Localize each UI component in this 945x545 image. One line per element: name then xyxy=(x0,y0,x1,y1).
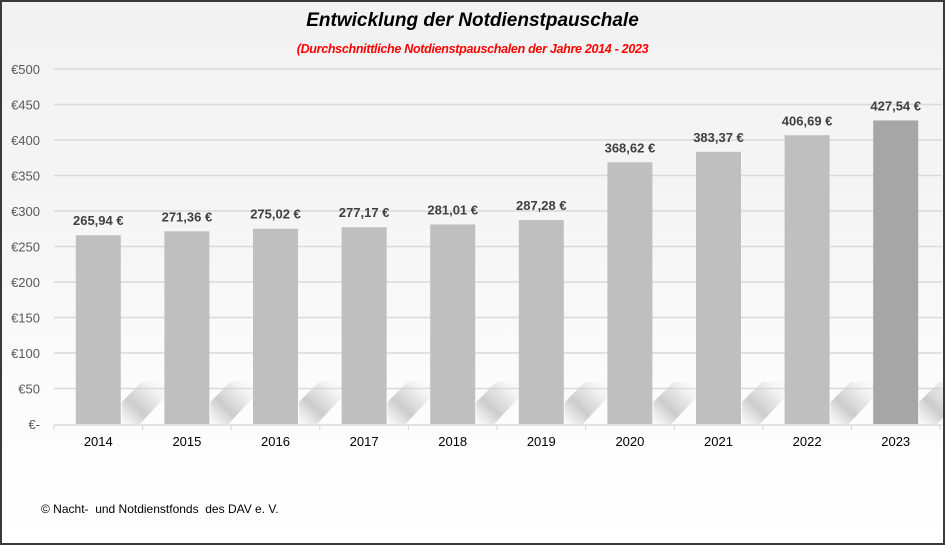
y-tick-label: €350 xyxy=(11,169,40,184)
bar-2021 xyxy=(696,151,741,424)
bar-2019 xyxy=(518,220,564,424)
bar-2014 xyxy=(75,235,121,424)
bar-shadow xyxy=(210,380,257,424)
x-tick-label-2018: 2018 xyxy=(438,434,467,449)
bar-2020 xyxy=(607,162,653,425)
bar-shadow xyxy=(653,380,700,424)
bar-2022 xyxy=(784,135,830,424)
bar-shadow xyxy=(121,380,168,424)
data-label-2016: 275,02 € xyxy=(250,207,301,222)
chart-subtitle: (Durchschnittliche Notdienstpauschalen d… xyxy=(296,42,649,56)
y-tick-label: €250 xyxy=(11,240,40,255)
x-tick-label-2015: 2015 xyxy=(172,434,201,449)
y-tick-label: €200 xyxy=(11,275,40,290)
bar-shadow xyxy=(299,380,345,424)
data-label-2021: 383,37 € xyxy=(693,130,744,145)
bar-shadow xyxy=(830,380,877,424)
data-label-2022: 406,69 € xyxy=(782,113,833,128)
bars xyxy=(75,120,919,425)
chart-title: Entwicklung der Notdienstpauschale xyxy=(306,10,639,31)
bar-2015 xyxy=(164,231,210,424)
data-label-2014: 265,94 € xyxy=(73,213,124,228)
x-tick-label-2022: 2022 xyxy=(793,434,822,449)
y-tick-label: €300 xyxy=(11,204,40,219)
bar-shadow xyxy=(476,380,523,424)
data-label-2017: 277,17 € xyxy=(339,205,390,220)
y-tick-label: €150 xyxy=(11,311,40,326)
axes xyxy=(53,424,942,430)
x-tick-label-2017: 2017 xyxy=(350,434,379,449)
y-tick-label: €50 xyxy=(18,382,40,397)
y-tick-label: €400 xyxy=(11,133,40,148)
data-label-2015: 271,36 € xyxy=(162,209,213,224)
labels: €- €50 €100 €150 €200 €250 €300 €350 €400 €450 €50… xyxy=(11,62,921,449)
y-tick-label: €- xyxy=(28,417,40,432)
x-tick-label-2023: 2023 xyxy=(881,434,910,449)
bar-2016 xyxy=(253,228,298,424)
y-tick-label: €500 xyxy=(11,62,40,77)
data-label-2023: 427,54 € xyxy=(870,98,921,113)
x-tick-label-2019: 2019 xyxy=(527,434,556,449)
y-tick-label: €450 xyxy=(11,98,40,113)
bar-2023 xyxy=(873,120,919,425)
data-label-2018: 281,01 € xyxy=(427,202,478,217)
x-tick-label-2020: 2020 xyxy=(615,434,644,449)
x-tick-label-2016: 2016 xyxy=(261,434,290,449)
data-label-2019: 287,28 € xyxy=(516,198,567,213)
data-label-2020: 368,62 € xyxy=(605,140,656,155)
bar-2018 xyxy=(430,224,476,424)
bar-shadow xyxy=(564,380,611,424)
y-tick-label: €100 xyxy=(11,346,40,361)
bar-shadow xyxy=(742,380,788,424)
bar-shadow xyxy=(919,381,943,424)
bar-shadow xyxy=(387,380,434,424)
bar-2017 xyxy=(341,227,387,424)
copyright-footer: © Nacht- und Notdienstfonds des DAV e. V… xyxy=(41,502,279,516)
x-tick-label-2021: 2021 xyxy=(704,434,733,449)
x-tick-label-2014: 2014 xyxy=(84,434,113,449)
bar-shadows xyxy=(121,380,943,424)
